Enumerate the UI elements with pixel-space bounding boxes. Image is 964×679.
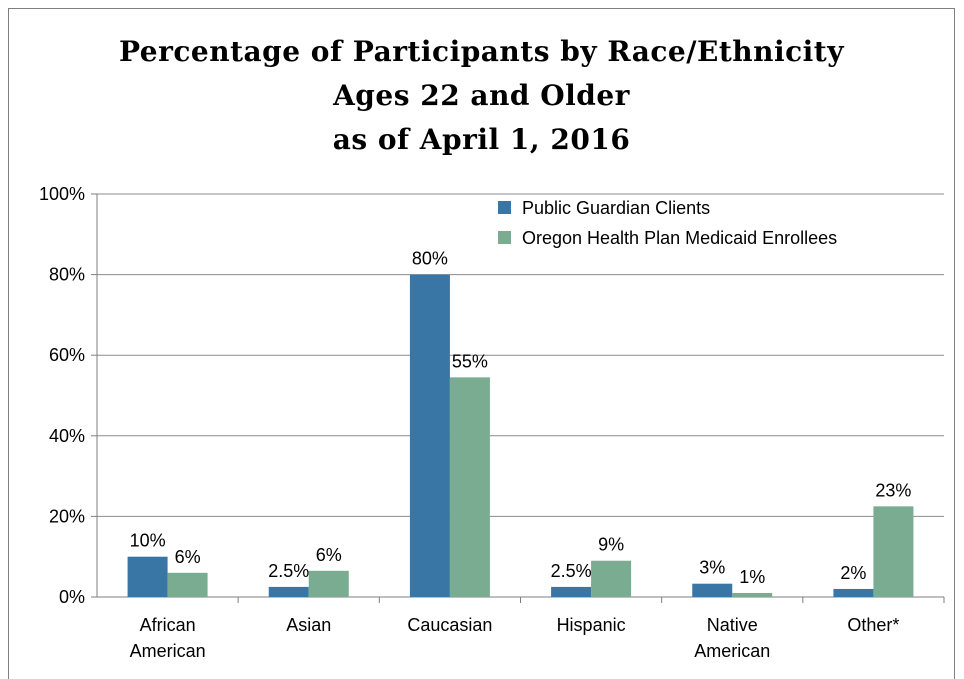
y-tick-label: 60% [49, 345, 85, 365]
legend-swatch [498, 201, 511, 214]
data-label: 9% [598, 535, 624, 555]
y-tick-label: 20% [49, 506, 85, 526]
x-tick-label: American [694, 641, 770, 661]
bar [591, 560, 632, 597]
x-tick-label: Caucasian [407, 615, 492, 635]
x-tick-label: American [130, 641, 206, 661]
bar [551, 586, 592, 597]
chart-title-line-3: as of April 1, 2016 [332, 123, 631, 156]
x-tick-label: Hispanic [557, 615, 626, 635]
legend-label: Oregon Health Plan Medicaid Enrollees [522, 228, 837, 248]
y-tick-label: 0% [59, 587, 85, 607]
legend-label: Public Guardian Clients [522, 198, 710, 218]
bar [732, 592, 773, 597]
y-tick-label: 40% [49, 426, 85, 446]
data-label: 1% [739, 567, 765, 587]
bar [692, 583, 733, 597]
y-tick-label: 80% [49, 265, 85, 285]
data-label: 6% [316, 545, 342, 565]
chart-title-line-2: Ages 22 and Older [333, 79, 630, 112]
data-label: 2.5% [268, 561, 309, 581]
x-tick-label: Native [707, 615, 758, 635]
bar [127, 556, 168, 597]
y-tick-label: 100% [39, 184, 85, 204]
data-label: 6% [175, 547, 201, 567]
bar [873, 506, 914, 597]
bar [449, 377, 490, 597]
bar [308, 570, 349, 597]
data-label: 2.5% [551, 561, 592, 581]
bar [409, 274, 450, 597]
x-tick-label: African [140, 615, 196, 635]
data-label: 23% [875, 480, 911, 500]
bar [268, 586, 309, 597]
bar [833, 588, 874, 597]
x-tick-label: Other* [847, 615, 899, 635]
x-tick-label: Asian [286, 615, 331, 635]
data-label: 55% [452, 351, 488, 371]
data-label: 3% [699, 558, 725, 578]
data-label: 10% [130, 531, 166, 551]
data-label: 80% [412, 249, 448, 269]
chart-title: Percentage of Participants by Race/Ethni… [8, 30, 955, 162]
bar [167, 572, 208, 597]
legend-swatch [498, 231, 511, 244]
data-label: 2% [840, 563, 866, 583]
chart-title-line-1: Percentage of Participants by Race/Ethni… [118, 35, 844, 68]
